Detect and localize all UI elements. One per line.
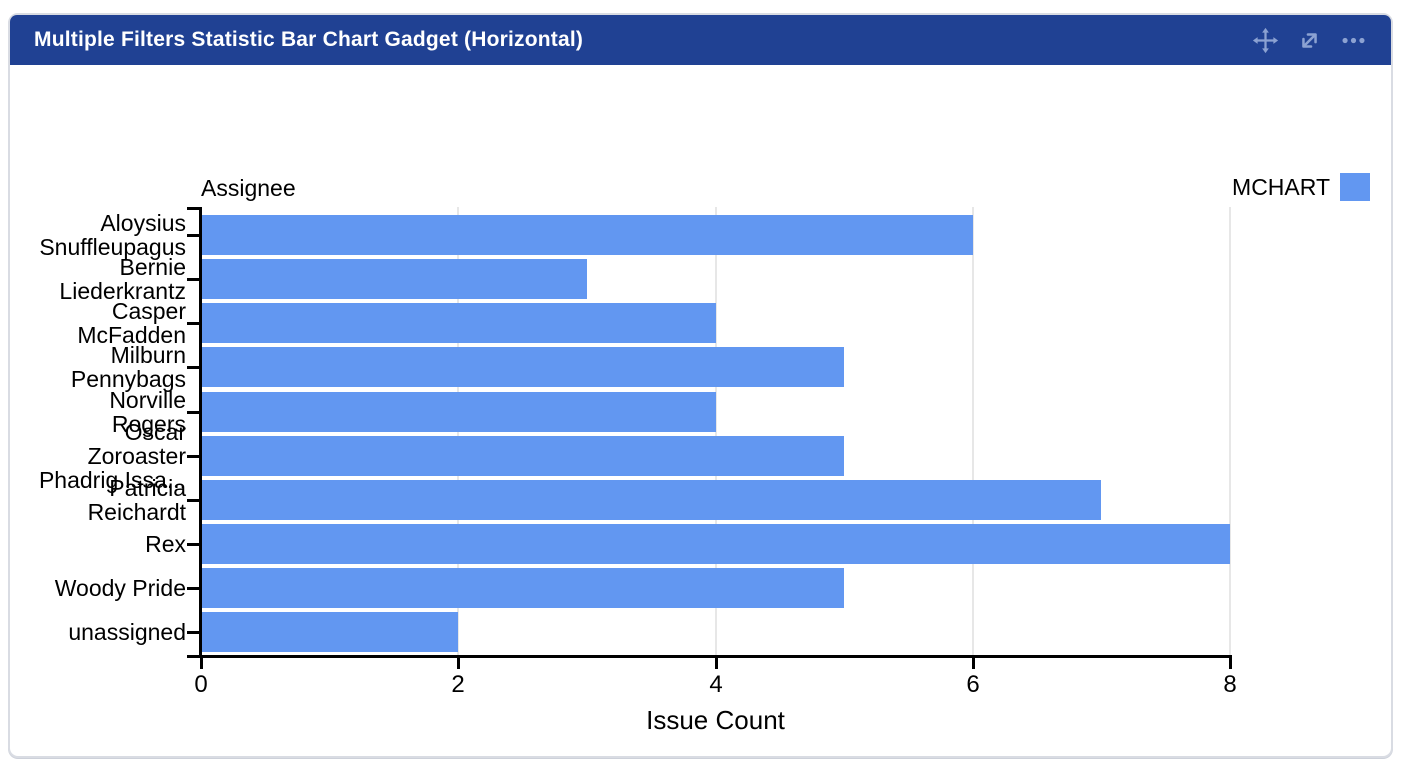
chart-bar[interactable] [202, 612, 458, 652]
y-axis-tick [187, 366, 201, 369]
chart-bar[interactable] [202, 259, 587, 299]
y-axis-label-line: Milburn [110, 342, 186, 368]
y-axis-label-line: Oscar [124, 419, 186, 445]
chart-bar[interactable] [202, 347, 844, 387]
y-axis-tick [187, 411, 201, 414]
chart-bar[interactable] [202, 392, 716, 432]
y-axis-label-line: Pennybags [70, 366, 186, 392]
chart-bar[interactable] [202, 436, 844, 476]
y-axis-tick [187, 543, 201, 546]
chart-bar[interactable] [202, 480, 1101, 520]
y-axis-label: Oscar Zoroaster Phadrig Issa... [10, 420, 186, 492]
y-axis-label: Norville Rogers [10, 388, 186, 436]
y-axis-label-line: Aloysius [100, 210, 186, 236]
x-axis-tick-label: 2 [451, 671, 465, 698]
y-axis-line [199, 207, 202, 658]
x-axis-tick [1229, 655, 1232, 669]
y-axis-label-line: Rex [145, 531, 186, 557]
gridline [971, 207, 974, 655]
move-icon[interactable] [1252, 27, 1279, 54]
chart-legend: MCHART [1232, 173, 1370, 201]
y-axis-tick [187, 234, 201, 237]
legend-label: MCHART [1232, 173, 1330, 200]
gadget-header[interactable]: Multiple Filters Statistic Bar Chart Gad… [10, 15, 1391, 65]
x-axis-tick-label: 0 [194, 671, 208, 698]
x-axis-tick [715, 655, 718, 669]
y-axis-title: Assignee [201, 175, 296, 201]
chart-bar[interactable] [202, 303, 716, 343]
x-axis-tick-label: 4 [709, 671, 723, 698]
y-axis-label-line: McFadden [77, 322, 186, 348]
y-axis-label-line: Zoroaster [87, 443, 186, 469]
y-axis-label-line: Woody Pride [54, 575, 186, 601]
y-axis-label: Casper McFadden [10, 299, 186, 347]
x-axis-line [187, 655, 1232, 658]
y-axis-tick [187, 499, 201, 502]
gadget-title: Multiple Filters Statistic Bar Chart Gad… [34, 28, 584, 51]
y-axis-label-line: Bernie [119, 254, 186, 280]
y-axis-label-line: Casper [111, 298, 186, 324]
x-axis-tick-label: 6 [966, 671, 980, 698]
y-axis-label: unassigned [10, 620, 186, 644]
y-axis-label: Bernie Liederkrantz [10, 255, 186, 303]
y-axis-label: Woody Pride [10, 576, 186, 600]
header-controls [1252, 27, 1367, 54]
x-axis-tick-label: 8 [1223, 671, 1237, 698]
y-axis-label: Milburn Pennybags [10, 343, 186, 391]
legend-swatch [1340, 173, 1370, 201]
gadget-card: Multiple Filters Statistic Bar Chart Gad… [8, 13, 1393, 758]
ellipsis-icon[interactable] [1340, 27, 1367, 54]
chart-bar[interactable] [202, 524, 1230, 564]
gridline [1229, 207, 1231, 655]
y-axis-label-line: Snuffleupagus [39, 234, 186, 260]
x-axis-tick [457, 655, 460, 669]
y-axis-label-line: Norville [109, 387, 186, 413]
y-axis-label-line: unassigned [68, 619, 186, 645]
x-axis-tick [200, 655, 203, 669]
y-axis-label-line: Patricia [109, 475, 186, 501]
y-axis-label: Patricia Reichardt [10, 476, 186, 524]
y-axis-end-tick [187, 207, 201, 210]
y-axis-label-line: Liederkrantz [59, 278, 186, 304]
x-axis-tick [972, 655, 975, 669]
y-axis-label-line: Rogers [111, 411, 186, 437]
y-axis-label-line: Reichardt [87, 499, 186, 525]
chart-bar[interactable] [202, 568, 844, 608]
y-axis-label: Rex [10, 532, 186, 556]
y-axis-label-line: Phadrig Issa... [38, 467, 186, 493]
x-axis-label: Issue Count [646, 705, 785, 735]
y-axis-tick [187, 278, 201, 281]
bar-chart: Assignee MCHART 0 2 4 6 8 Aloysius Snuffleupag… [10, 15, 1391, 756]
y-axis-label: Aloysius Snuffleupagus [10, 211, 186, 259]
y-axis-tick [187, 631, 201, 634]
y-axis-tick [187, 455, 201, 458]
chart-bar[interactable] [202, 215, 973, 255]
expand-icon[interactable] [1296, 27, 1323, 54]
y-axis-tick [187, 322, 201, 325]
y-axis-tick [187, 587, 201, 590]
